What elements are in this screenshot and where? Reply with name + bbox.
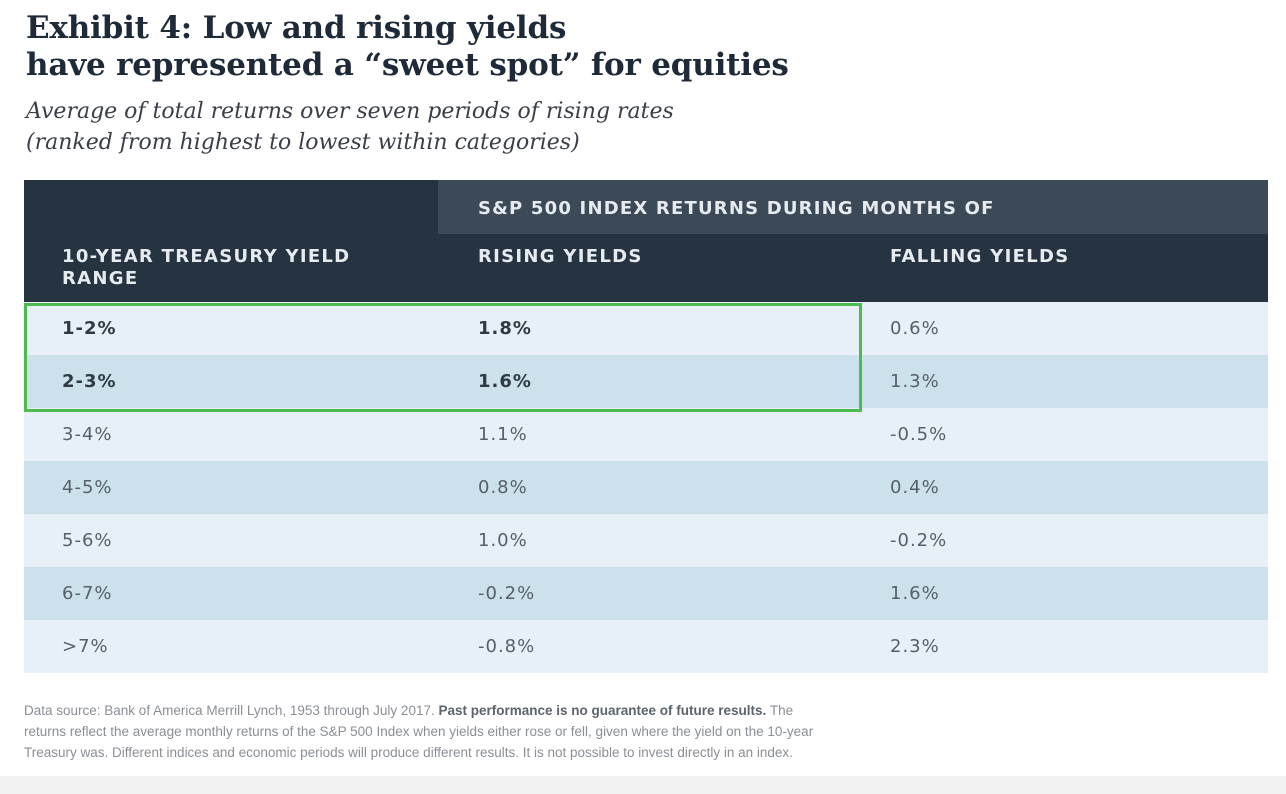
header-rising-yields: RISING YIELDS bbox=[478, 246, 643, 267]
table-row: 4-5% 0.8% 0.4% bbox=[24, 461, 1268, 514]
cell-falling-return: 2.3% bbox=[890, 636, 940, 657]
column-group-label: S&P 500 INDEX RETURNS DURING MONTHS OF bbox=[478, 198, 995, 219]
table-header: S&P 500 INDEX RETURNS DURING MONTHS OF 1… bbox=[24, 180, 1268, 302]
cell-rising-return: 1.0% bbox=[478, 530, 528, 551]
data-source-footnote: Data source: Bank of America Merrill Lyn… bbox=[24, 700, 1264, 763]
subtitle-line-2: (ranked from highest to lowest within ca… bbox=[26, 130, 580, 155]
footnote-line-1-tail: The bbox=[766, 703, 794, 718]
table-row: 3-4% 1.1% -0.5% bbox=[24, 408, 1268, 461]
table-row: 5-6% 1.0% -0.2% bbox=[24, 514, 1268, 567]
column-group-header: S&P 500 INDEX RETURNS DURING MONTHS OF bbox=[438, 180, 1268, 234]
title-line-1: Exhibit 4: Low and rising yields bbox=[26, 10, 567, 46]
exhibit-subtitle: Average of total returns over seven peri… bbox=[26, 96, 674, 158]
cell-falling-return: -0.5% bbox=[890, 424, 948, 445]
cell-yield-range: 6-7% bbox=[62, 583, 113, 604]
cell-yield-range: 3-4% bbox=[62, 424, 113, 445]
cell-falling-return: 0.4% bbox=[890, 477, 940, 498]
footnote-line-1: Data source: Bank of America Merrill Lyn… bbox=[24, 700, 1264, 721]
cell-yield-range: 4-5% bbox=[62, 477, 113, 498]
cell-rising-return: 1.6% bbox=[478, 371, 532, 392]
cell-rising-return: -0.2% bbox=[478, 583, 536, 604]
cell-falling-return: 0.6% bbox=[890, 318, 940, 339]
bottom-edge-band bbox=[0, 776, 1286, 794]
cell-yield-range: 2-3% bbox=[62, 371, 117, 392]
table-row: 2-3% 1.6% 1.3% bbox=[24, 355, 1268, 408]
table-row: 1-2% 1.8% 0.6% bbox=[24, 302, 1268, 355]
cell-yield-range: 1-2% bbox=[62, 318, 117, 339]
returns-table: S&P 500 INDEX RETURNS DURING MONTHS OF 1… bbox=[24, 180, 1268, 674]
footnote-line-3: Treasury was. Different indices and econ… bbox=[24, 745, 793, 760]
footnote-source-text: Data source: Bank of America Merrill Lyn… bbox=[24, 703, 439, 718]
cell-yield-range: >7% bbox=[62, 636, 109, 657]
table-row: >7% -0.8% 2.3% bbox=[24, 620, 1268, 673]
cell-rising-return: -0.8% bbox=[478, 636, 536, 657]
footnote-disclaimer-bold: Past performance is no guarantee of futu… bbox=[438, 703, 767, 718]
cell-falling-return: 1.3% bbox=[890, 371, 940, 392]
subtitle-line-1: Average of total returns over seven peri… bbox=[26, 99, 674, 124]
cell-rising-return: 0.8% bbox=[478, 477, 528, 498]
exhibit-title: Exhibit 4: Low and rising yields have re… bbox=[26, 10, 789, 84]
cell-falling-return: 1.6% bbox=[890, 583, 940, 604]
header-falling-yields: FALLING YIELDS bbox=[890, 246, 1070, 267]
cell-falling-return: -0.2% bbox=[890, 530, 948, 551]
cell-rising-return: 1.1% bbox=[478, 424, 528, 445]
table-row: 6-7% -0.2% 1.6% bbox=[24, 567, 1268, 620]
title-line-2: have represented a “sweet spot” for equi… bbox=[26, 47, 789, 83]
table-body: 1-2% 1.8% 0.6% 2-3% 1.6% 1.3% 3-4% 1.1% … bbox=[24, 302, 1268, 673]
cell-rising-return: 1.8% bbox=[478, 318, 532, 339]
cell-yield-range: 5-6% bbox=[62, 530, 113, 551]
header-yield-range: 10-YEAR TREASURY YIELD RANGE bbox=[62, 246, 351, 289]
footnote-line-2: returns reflect the average monthly retu… bbox=[24, 724, 814, 739]
